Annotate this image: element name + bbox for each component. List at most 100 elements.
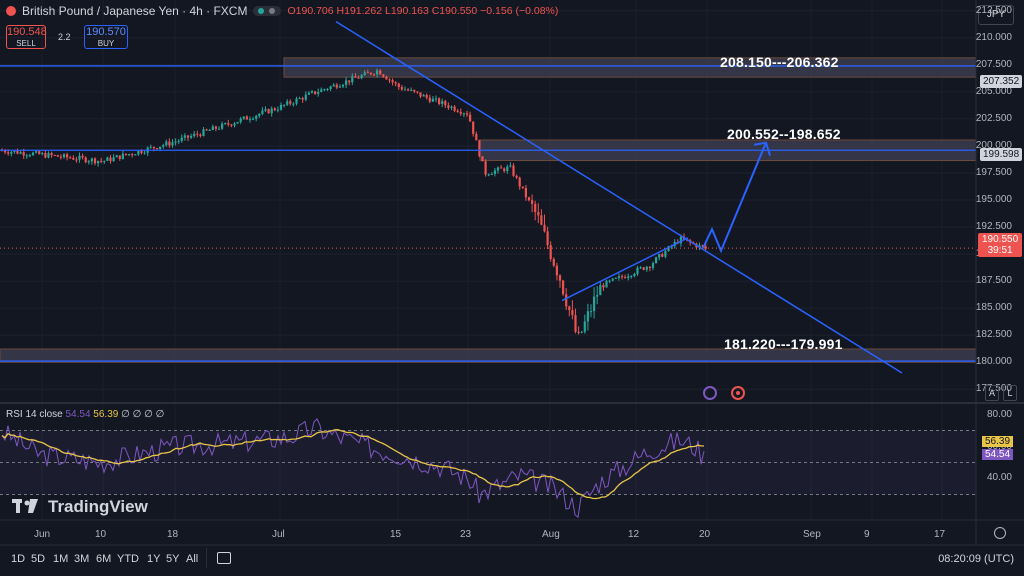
candle-body — [118, 155, 121, 160]
candle-body — [248, 119, 252, 121]
timeframe-1d[interactable]: 1D — [11, 553, 26, 565]
time-tick-label: Aug — [542, 529, 560, 540]
timeframe-all[interactable]: All — [186, 553, 199, 565]
candle-body — [140, 150, 143, 154]
status-dots-icon[interactable] — [253, 6, 282, 16]
event-icon[interactable] — [703, 386, 717, 400]
candle-body — [276, 109, 279, 111]
candle-body — [323, 89, 326, 91]
candle-body — [261, 110, 264, 114]
time-tick-label: 23 — [460, 529, 472, 540]
timeframe-ytd[interactable]: YTD — [117, 553, 139, 565]
trend-lines[interactable] — [0, 20, 976, 374]
date-range-icon[interactable] — [217, 552, 231, 564]
candle-body — [434, 98, 438, 100]
candle-body — [456, 110, 459, 112]
candle-body — [155, 148, 159, 150]
candle-body — [366, 72, 369, 74]
candle-body — [425, 95, 428, 98]
rsi-tick-label: 40.00 — [986, 472, 1012, 484]
candle-body — [608, 280, 611, 282]
buy-label: BUY — [97, 39, 115, 48]
candle-body — [428, 97, 431, 102]
candle-body — [168, 141, 171, 146]
candle-body — [450, 106, 453, 108]
timeframe-1y[interactable]: 1Y — [147, 553, 161, 565]
candle-body — [202, 129, 205, 136]
candle-body — [103, 160, 106, 162]
candle-body — [81, 155, 84, 158]
timeframe-1m[interactable]: 1M — [53, 553, 69, 565]
candle-body — [503, 168, 506, 172]
clock[interactable]: 08:20:09 (UTC) — [938, 553, 1014, 565]
candle-body — [35, 151, 38, 153]
candle-body — [484, 161, 487, 175]
zone-bottom-label[interactable]: 181.220---179.991 — [724, 336, 843, 352]
candle-body — [580, 331, 583, 333]
event-flag-icon[interactable] — [731, 386, 745, 400]
price-zones — [0, 57, 977, 363]
candle-body — [93, 158, 97, 164]
candle-body — [388, 79, 391, 81]
timeframe-5d[interactable]: 5D — [31, 553, 46, 565]
candle-body — [447, 105, 450, 108]
candle-body — [562, 280, 565, 295]
log-scale-button[interactable]: L — [1003, 385, 1017, 401]
rsi-ma-value: 56.39 — [93, 409, 119, 420]
last-price: 190.550 — [982, 234, 1019, 245]
candle-body — [62, 154, 66, 158]
candle-body — [22, 152, 25, 156]
candle-body — [69, 157, 72, 159]
candle-body — [664, 251, 667, 257]
candle-body — [549, 245, 552, 259]
candle-body — [500, 167, 503, 169]
candle-body — [701, 245, 704, 247]
time-tick-label: Jun — [34, 529, 51, 540]
auto-scale-button[interactable]: A — [985, 385, 999, 401]
candle-body — [444, 101, 447, 106]
candle-body — [558, 275, 562, 281]
candle-body — [636, 267, 639, 274]
tradingview-logo[interactable]: TradingView — [12, 497, 148, 517]
candle-body — [149, 146, 152, 148]
candle-body — [469, 114, 472, 122]
currency-selector[interactable]: JPY — [978, 5, 1014, 25]
sell-button[interactable]: 190.548 SELL — [6, 25, 47, 49]
candle-body — [255, 115, 258, 119]
price-tick-label: 212.500 — [975, 4, 1012, 16]
time-tick-label: 10 — [95, 529, 107, 540]
zone-top-label[interactable]: 208.150---206.362 — [720, 54, 839, 70]
time-tick-label: 12 — [628, 529, 640, 540]
price-tick-label: 180.000 — [975, 356, 1012, 368]
time-tick-label: Sep — [803, 529, 821, 540]
candle-body — [379, 70, 382, 75]
candle-body — [403, 89, 407, 91]
candle-body — [31, 152, 35, 156]
sell-label: SELL — [16, 39, 36, 48]
candle-body — [465, 113, 469, 115]
settings-gear-icon[interactable] — [994, 527, 1006, 539]
zone-mid-label[interactable]: 200.552--198.652 — [727, 126, 841, 142]
timeframe-6m[interactable]: 6M — [96, 553, 112, 565]
candle-body — [171, 142, 174, 146]
candle-body — [509, 165, 512, 167]
candle-body — [75, 159, 78, 161]
candle-body — [159, 146, 162, 149]
timeframe-5y[interactable]: 5Y — [166, 553, 180, 565]
buy-button[interactable]: 190.570 BUY — [84, 25, 128, 49]
timeframe-3m[interactable]: 3M — [74, 553, 90, 565]
candle-body — [614, 277, 617, 279]
change-value: −0.156 (−0.08%) — [480, 5, 559, 17]
rsi-extras: ∅ ∅ ∅ ∅ — [121, 409, 165, 420]
symbol-title[interactable]: British Pound / Japanese Yen · 4h · FXCM — [22, 4, 248, 18]
zone-rect — [283, 57, 977, 78]
time-tick-label: 17 — [934, 529, 946, 540]
candle-body — [667, 246, 670, 252]
candle-body — [59, 156, 62, 158]
spread-value: 2.2 — [58, 32, 71, 42]
candle-body — [400, 87, 403, 90]
candle-body — [624, 277, 627, 279]
candle-body — [329, 86, 332, 90]
candle-body — [310, 91, 314, 93]
